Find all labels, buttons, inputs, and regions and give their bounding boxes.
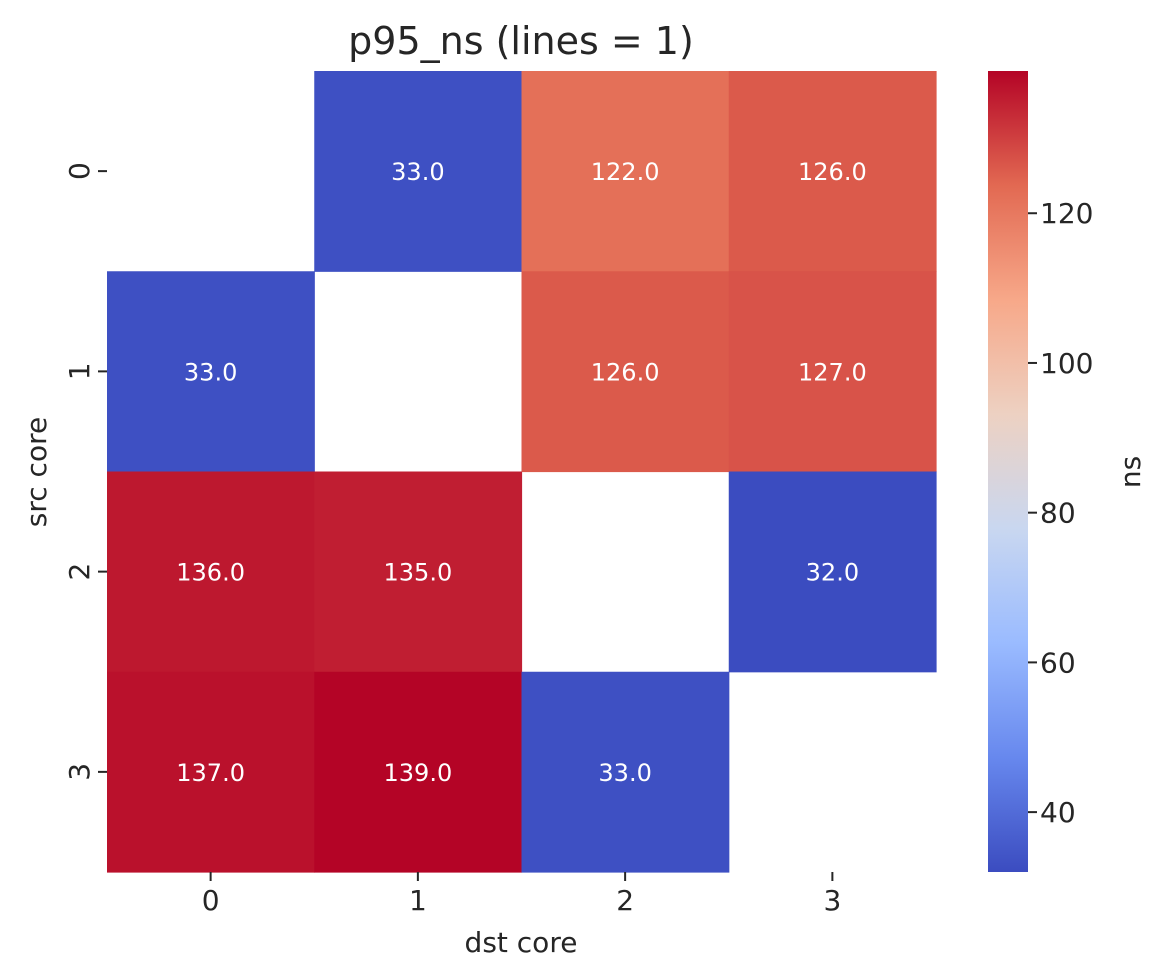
colorbar-ticks: 40 60 80 100 120	[1028, 197, 1093, 829]
cell-value-label-2-0: 136.0	[176, 559, 245, 587]
colorbar-tick-label-3: 100	[1040, 347, 1093, 380]
colorbar-label: ns	[1114, 456, 1147, 488]
cell-value-label-3-0: 137.0	[176, 759, 245, 787]
x-tick-label-1: 1	[409, 884, 427, 917]
y-axis-ticks: 0 1 2 3	[63, 162, 107, 781]
y-tick-label-3: 3	[63, 763, 96, 781]
y-tick-label-2: 2	[63, 563, 96, 581]
heatmap-cell-2-1	[314, 471, 523, 673]
cell-value-label-3-2: 33.0	[598, 759, 651, 787]
colorbar-tick-label-4: 120	[1040, 197, 1093, 230]
heatmap-cell-0-3	[728, 71, 937, 272]
chart-title: p95_ns (lines = 1)	[348, 19, 694, 63]
heatmap-cell-3-0	[107, 671, 315, 873]
colorbar-tick-label-0: 40	[1040, 796, 1076, 829]
cell-value-label-1-0: 33.0	[184, 358, 237, 386]
cell-value-label-0-1: 33.0	[391, 158, 444, 186]
cell-value-label-2-3: 32.0	[806, 559, 859, 587]
x-axis-ticks: 0 1 2 3	[202, 872, 841, 917]
heatmap-cell-2-0	[107, 471, 315, 673]
x-axis-label: dst core	[465, 926, 578, 959]
heatmap-cell-1-3	[728, 271, 937, 473]
y-tick-label-0: 0	[63, 162, 96, 180]
cell-value-label-0-3: 126.0	[798, 158, 867, 186]
heatmap-cell-1-0	[107, 271, 315, 473]
heatmap-cell-labels: 33.0 122.0 126.0 33.0 126.0 127.0 136.0 135.0 32…	[176, 158, 866, 787]
x-tick-label-0: 0	[202, 884, 220, 917]
x-tick-label-3: 3	[823, 884, 841, 917]
y-axis-label: src core	[20, 417, 53, 527]
heatmap-cell-3-2	[521, 671, 730, 873]
heatmap-cell-0-2	[521, 71, 730, 272]
cell-value-label-1-3: 127.0	[798, 358, 867, 386]
cell-value-label-3-1: 139.0	[384, 759, 453, 787]
colorbar	[988, 71, 1028, 872]
heatmap-cells	[107, 71, 937, 873]
x-tick-label-2: 2	[616, 884, 634, 917]
y-tick-label-1: 1	[63, 362, 96, 380]
heatmap-cell-1-2	[521, 271, 730, 473]
heatmap-cell-0-1	[314, 71, 523, 272]
cell-value-label-2-1: 135.0	[384, 559, 453, 587]
cell-value-label-1-2: 126.0	[591, 358, 660, 386]
cell-value-label-0-2: 122.0	[591, 158, 660, 186]
colorbar-tick-label-1: 60	[1040, 646, 1076, 679]
heatmap-cell-2-3	[728, 471, 937, 673]
heatmap-cell-3-1	[314, 671, 523, 873]
colorbar-tick-label-2: 80	[1040, 497, 1076, 530]
